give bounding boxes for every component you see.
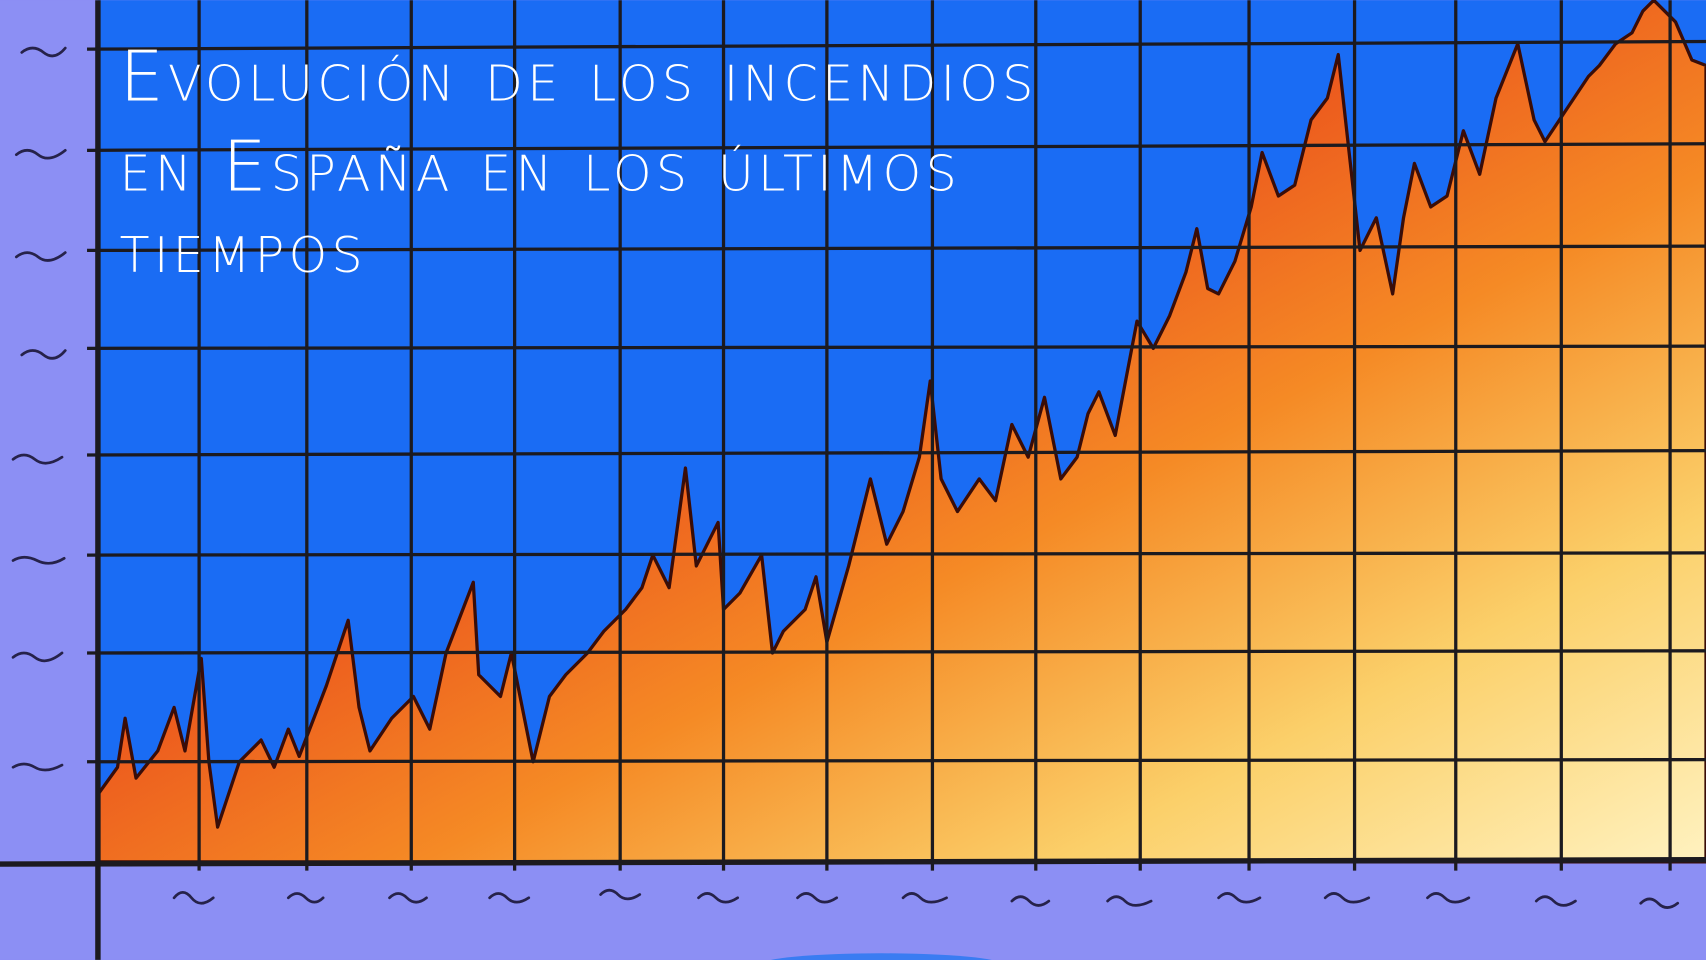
flames xyxy=(96,0,1706,864)
axis-scribbles xyxy=(11,46,1680,909)
title-line: Evolución de los incendios xyxy=(120,36,1038,117)
grid xyxy=(87,0,1706,871)
title-line: tiempos xyxy=(120,208,367,289)
title-line: en España en los últimos xyxy=(120,127,961,208)
x-axis xyxy=(0,856,1706,867)
blue-mark xyxy=(770,953,992,960)
